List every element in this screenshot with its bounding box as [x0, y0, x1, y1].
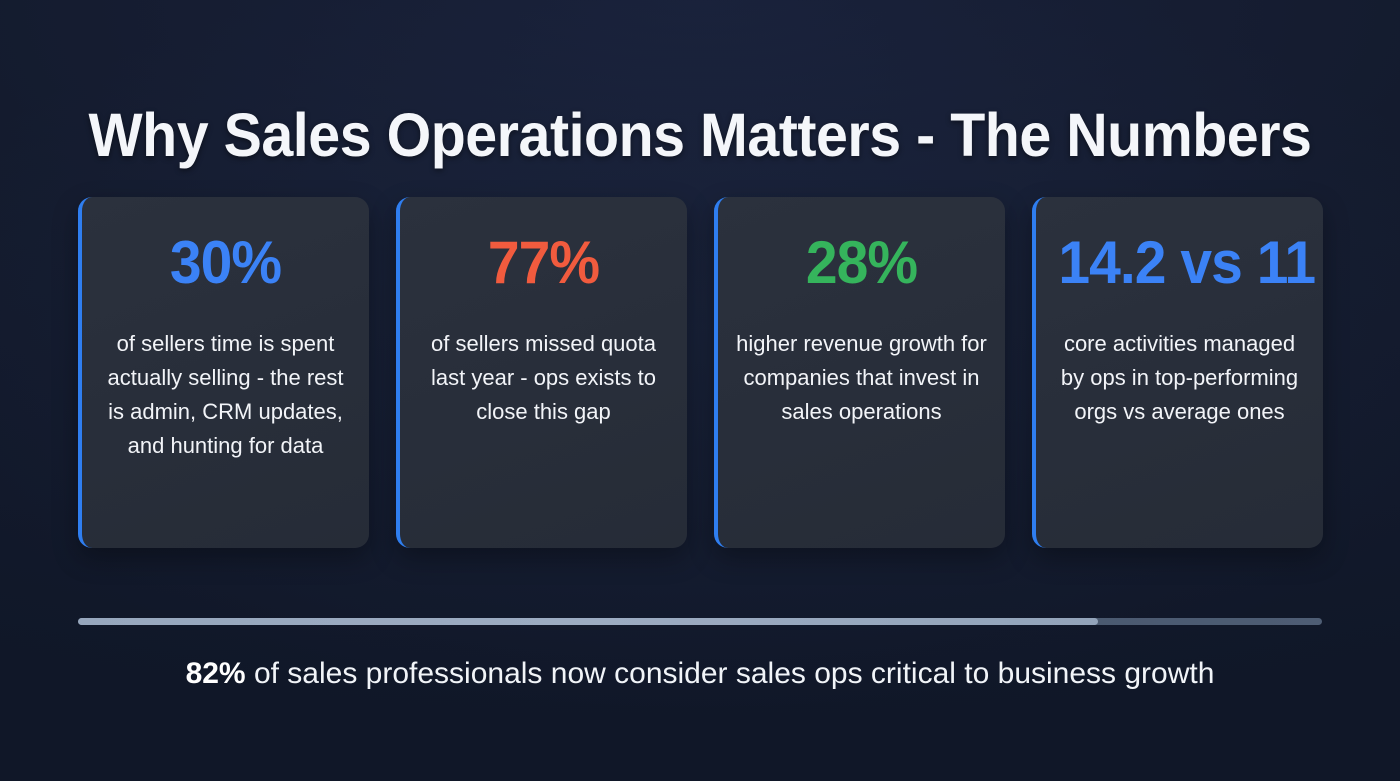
stat-card: 28% higher revenue growth for companies … [714, 197, 1005, 548]
stat-description: higher revenue growth for companies that… [736, 331, 987, 424]
progress-bar [78, 618, 1322, 625]
stat-value: 28% [805, 229, 918, 296]
stat-description: core activities managed by ops in top-pe… [1060, 331, 1299, 424]
stat-card: 77% of sellers missed quota last year - … [396, 197, 687, 548]
stat-description: of sellers time is spent actually sellin… [107, 331, 344, 458]
stat-value: 30% [169, 229, 282, 296]
stat-card-list: 30% of sellers time is spent actually se… [78, 197, 1323, 548]
stat-card: 30% of sellers time is spent actually se… [78, 197, 369, 548]
footer-text: of sales professionals now consider sale… [245, 657, 1215, 690]
stat-value: 14.2 vs 11 [1058, 229, 1316, 296]
progress-fill [78, 618, 1099, 625]
stat-value: 77% [487, 229, 600, 296]
stat-card: 14.2 vs 11 core activities managed by op… [1032, 197, 1323, 548]
page-title: Why Sales Operations Matters - The Numbe… [88, 100, 1312, 169]
footer-highlight: 82% [185, 657, 246, 690]
stat-description: of sellers missed quota last year - ops … [431, 331, 656, 424]
footer-note: 82% of sales professionals now consider … [0, 653, 1400, 695]
